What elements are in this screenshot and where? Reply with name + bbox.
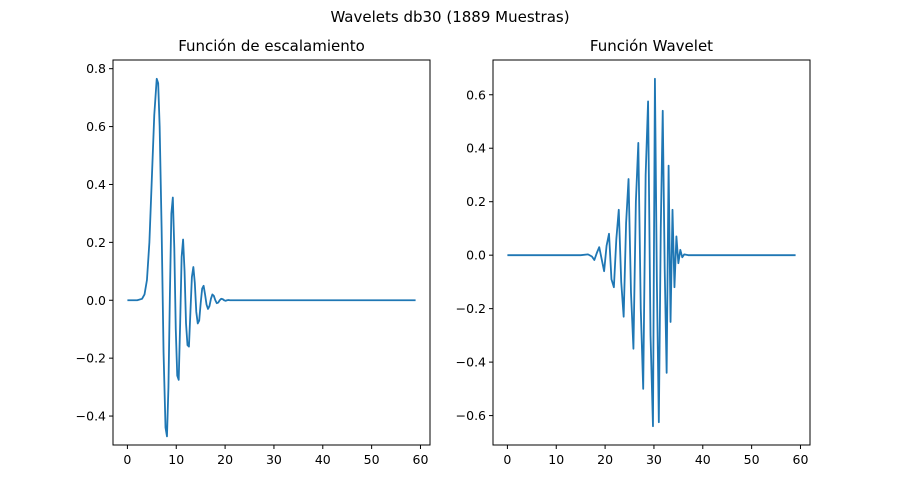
y-tick-label: −0.6 (456, 408, 486, 423)
y-tick-label: 0.4 (466, 141, 486, 156)
chart-title: Función Wavelet (590, 37, 713, 55)
y-tick-label: −0.4 (456, 355, 486, 370)
y-tick-label: 0.0 (466, 248, 486, 263)
chart-wavelet-function: Función Wavelet 0 10 20 30 40 50 60 −0.6 −0.4 −0.2… (456, 37, 811, 467)
y-tick-label: −0.2 (76, 351, 106, 366)
y-tick-label: 0.6 (86, 119, 106, 134)
figure-suptitle: Wavelets db30 (1889 Muestras) (330, 8, 569, 26)
x-tick-label: 60 (793, 452, 809, 467)
y-tick-label: 0.0 (86, 293, 106, 308)
plot-frame (492, 59, 811, 446)
x-tick-label: 0 (503, 452, 511, 467)
x-tick-label: 60 (413, 452, 429, 467)
x-tick-label: 0 (123, 452, 131, 467)
y-tick-label: 0.8 (86, 61, 106, 76)
series-line (507, 77, 796, 428)
y-tick-label: 0.6 (466, 87, 486, 102)
y-tick-label: 0.4 (86, 177, 106, 192)
x-tick-label: 40 (695, 452, 711, 467)
y-tick-label: −0.2 (456, 301, 486, 316)
x-tick-label: 30 (266, 452, 282, 467)
x-tick-label: 50 (364, 452, 380, 467)
y-tick-label: 0.2 (86, 235, 106, 250)
x-tick-label: 20 (217, 452, 233, 467)
y-tick-label: 0.2 (466, 194, 486, 209)
x-tick-label: 10 (168, 452, 184, 467)
x-tick-label: 50 (744, 452, 760, 467)
x-tick-label: 20 (597, 452, 613, 467)
y-tick-label: −0.4 (76, 409, 106, 424)
x-tick-label: 10 (548, 452, 564, 467)
chart-title: Función de escalamiento (178, 37, 365, 55)
x-tick-label: 30 (646, 452, 662, 467)
plot-frame (112, 59, 431, 446)
x-tick-label: 40 (315, 452, 331, 467)
chart-scaling-function: Función de escalamiento 0 10 20 30 40 50 60 −0.4… (76, 37, 431, 467)
series-line (127, 77, 416, 438)
